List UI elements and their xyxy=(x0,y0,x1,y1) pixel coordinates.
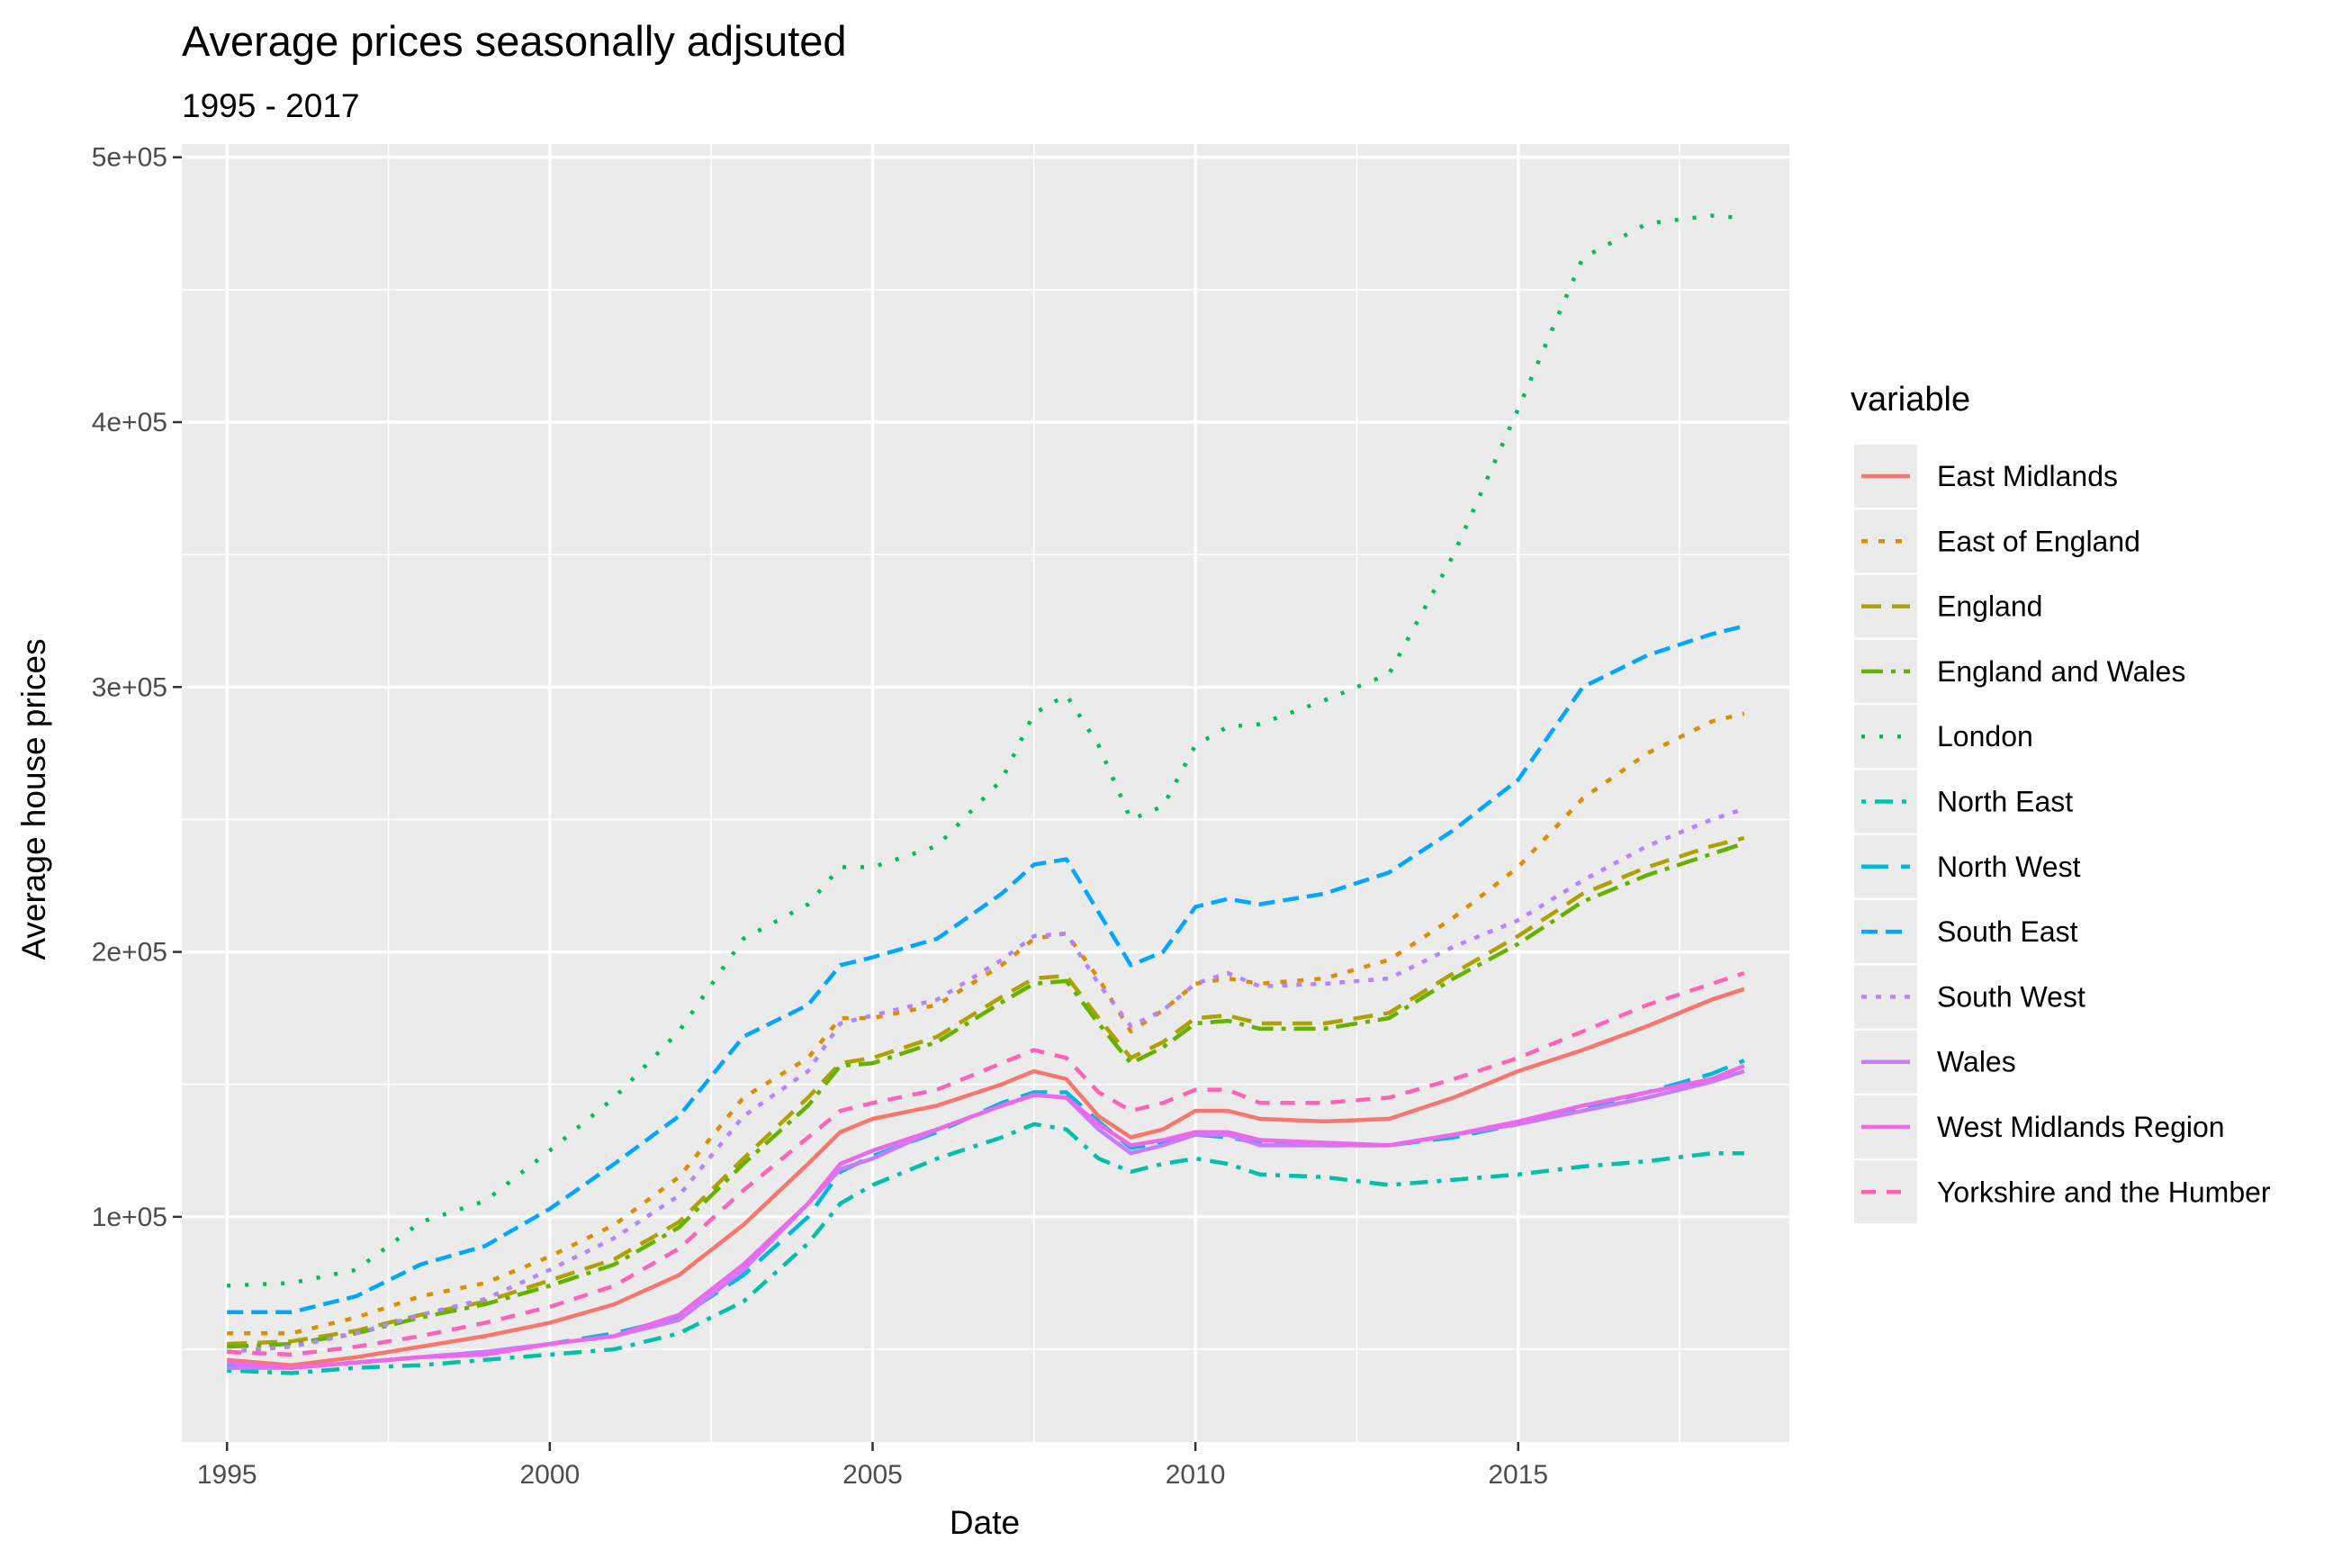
chart-title: Average prices seasonally adjsuted xyxy=(182,17,847,65)
legend-label: England xyxy=(1937,590,2042,623)
legend-label: Yorkshire and the Humber xyxy=(1937,1176,2271,1208)
legend-item: East Midlands xyxy=(1854,445,2118,508)
legend-item: West Midlands Region xyxy=(1854,1095,2225,1158)
y-tick-label: 3e+05 xyxy=(92,672,167,702)
legend-label: North East xyxy=(1937,786,2073,818)
series-line-england-and-wales xyxy=(227,841,1745,1349)
x-tick-label: 2010 xyxy=(1166,1460,1226,1490)
y-tick-label: 2e+05 xyxy=(92,938,167,968)
x-tick-label: 1995 xyxy=(197,1460,257,1490)
legend-label: North West xyxy=(1937,851,2081,883)
series-line-east-midlands xyxy=(227,987,1745,1367)
legend-item: North East xyxy=(1854,770,2073,834)
series-line-yorkshire-and-the-humber xyxy=(227,970,1745,1357)
legend-item: England xyxy=(1854,574,2042,638)
legend-label: Wales xyxy=(1937,1046,2016,1078)
x-tick-label: 2015 xyxy=(1488,1460,1548,1490)
y-tick-label: 4e+05 xyxy=(92,408,167,437)
legend-label: East Midlands xyxy=(1937,460,2118,492)
legend-item: South East xyxy=(1854,900,2078,964)
y-tick-label: 5e+05 xyxy=(92,143,167,173)
legend-label: West Midlands Region xyxy=(1937,1111,2225,1143)
x-tick-label: 2005 xyxy=(842,1460,903,1490)
x-tick-label: 2000 xyxy=(519,1460,580,1490)
chart-subtitle: 1995 - 2017 xyxy=(182,87,360,124)
legend-item: East of England xyxy=(1854,509,2140,573)
legend-title: variable xyxy=(1851,381,1970,419)
legend-item: North West xyxy=(1854,834,2081,898)
series-line-north-east xyxy=(227,1122,1744,1375)
plot-panel xyxy=(182,144,1789,1442)
series-line-west-midlands-region xyxy=(227,1064,1745,1370)
legend-item: South West xyxy=(1854,965,2085,1029)
series-line-south-west xyxy=(227,807,1745,1355)
x-axis-title: Date xyxy=(950,1504,1020,1541)
legend-label: London xyxy=(1937,720,2033,752)
legend-label: England and Wales xyxy=(1937,655,2185,688)
legend-item: England and Wales xyxy=(1854,639,2185,703)
legend-item: London xyxy=(1854,705,2033,769)
legend-label: South West xyxy=(1937,980,2085,1013)
series-line-england xyxy=(227,835,1745,1347)
series-line-south-east xyxy=(227,624,1745,1315)
y-tick-label: 1e+05 xyxy=(92,1203,167,1232)
legend-item: Yorkshire and the Humber xyxy=(1854,1160,2271,1224)
y-axis-title: Average house prices xyxy=(15,638,52,960)
legend-label: East of England xyxy=(1937,525,2140,557)
legend-label: South East xyxy=(1937,915,2078,948)
legend-item: Wales xyxy=(1854,1030,2016,1094)
